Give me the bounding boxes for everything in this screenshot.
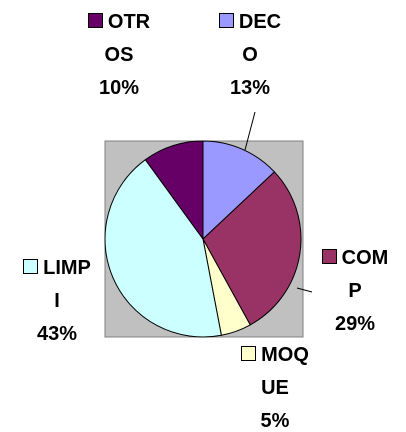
- legend-key: [218, 13, 234, 28]
- category-label: MOQUE: [261, 344, 309, 399]
- data-label: OTROS 10%: [85, 6, 153, 105]
- leader-line: [244, 111, 256, 151]
- category-label: DECO: [238, 11, 282, 66]
- legend-key: [23, 259, 39, 274]
- value-label: 10%: [98, 77, 140, 99]
- category-label: LIMPI: [43, 257, 91, 312]
- category-label: OTROS: [104, 11, 151, 66]
- data-label: COMP 29%: [319, 242, 391, 341]
- value-label: 13%: [229, 77, 271, 99]
- data-label: MOQUE 5%: [238, 339, 312, 432]
- legend-key: [321, 249, 337, 264]
- data-label: LIMPI 43%: [22, 252, 92, 351]
- pie-slice: [144, 140, 204, 241]
- pie-slice: [202, 140, 276, 241]
- pie: [104, 140, 302, 338]
- leader-line: [296, 287, 313, 293]
- value-label: 5%: [260, 410, 290, 432]
- legend-key: [241, 346, 257, 361]
- category-label: COMP: [341, 247, 389, 302]
- value-label: 43%: [36, 323, 78, 345]
- pie-slice: [202, 171, 302, 326]
- data-label: DECO 13%: [216, 6, 284, 105]
- legend-key: [87, 13, 103, 28]
- value-label: 29%: [334, 313, 376, 335]
- pie-slice: [104, 159, 222, 338]
